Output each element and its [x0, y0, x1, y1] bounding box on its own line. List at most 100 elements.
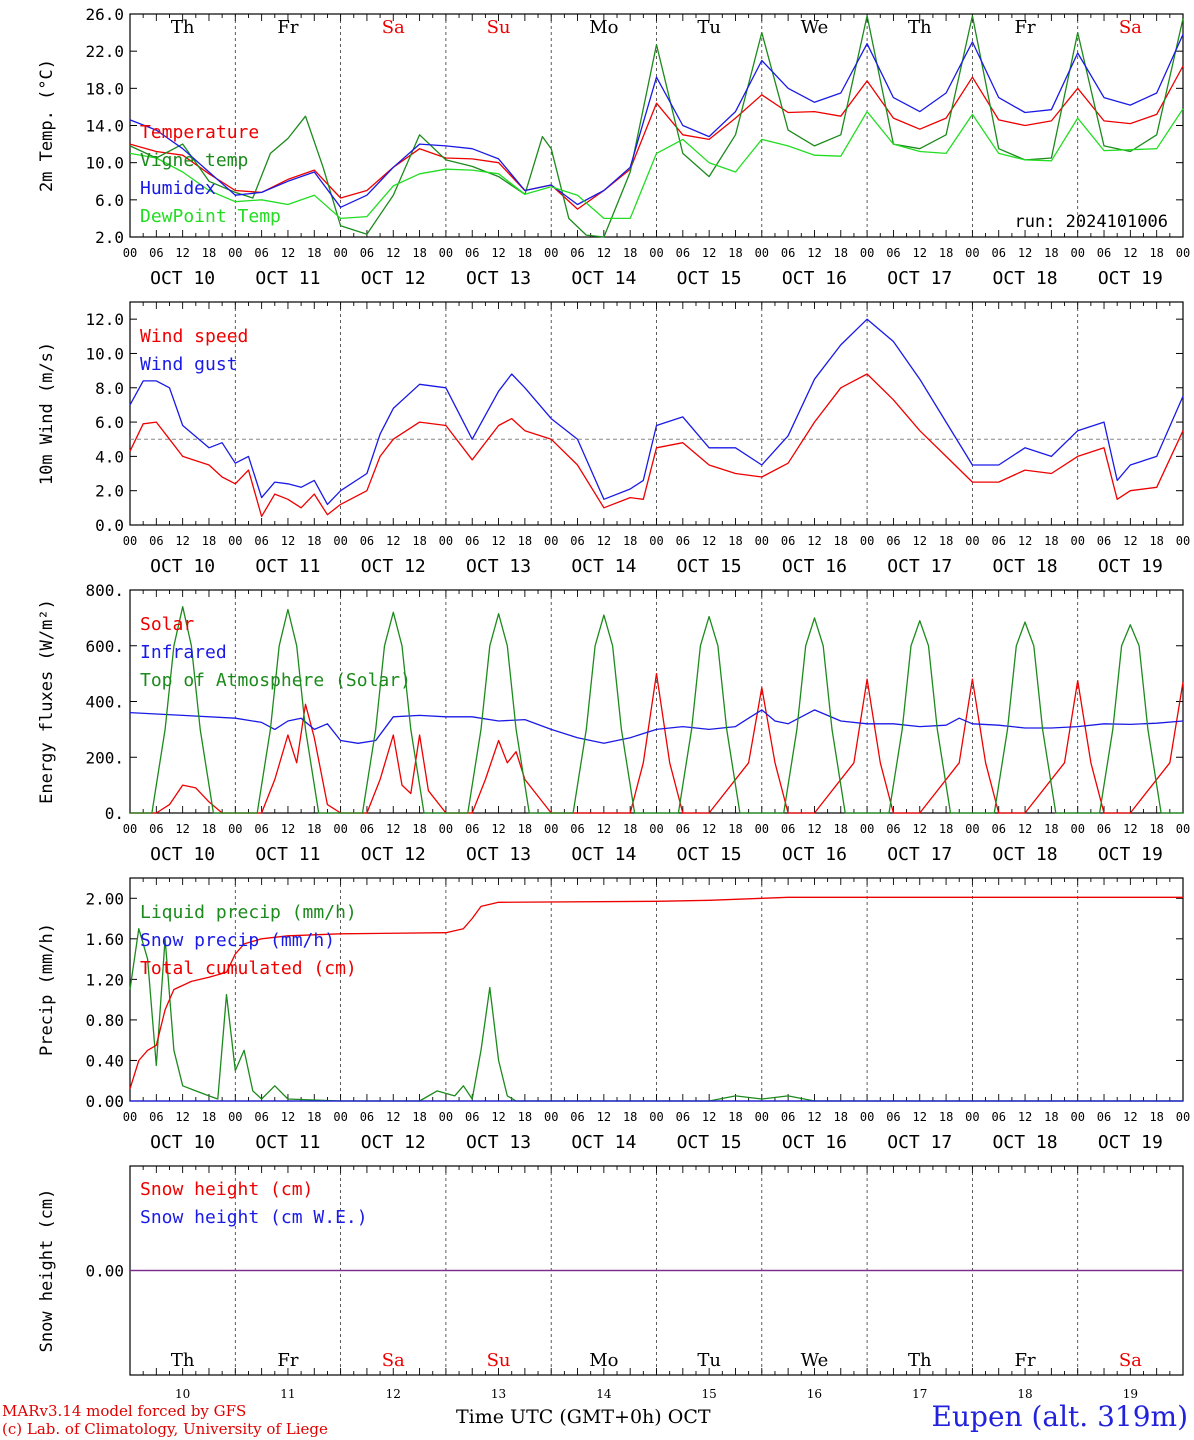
date-label: OCT 14: [571, 1132, 636, 1153]
hour-label: 00: [544, 534, 558, 548]
hour-label: 12: [597, 534, 611, 548]
legend-entry: Solar: [140, 614, 194, 635]
hour-label: 12: [175, 1110, 189, 1124]
hour-label: 12: [491, 246, 505, 260]
date-label: OCT 11: [255, 844, 320, 865]
hour-label: 18: [1044, 822, 1058, 836]
hour-label: 12: [1018, 246, 1032, 260]
y-tick-label: 0.: [105, 804, 124, 823]
day-name: Mo: [589, 1350, 618, 1371]
date-label: OCT 19: [1098, 268, 1163, 289]
hour-label: 18: [1044, 246, 1058, 260]
hour-label: 18: [1044, 534, 1058, 548]
hour-label: 06: [465, 822, 479, 836]
date-label: OCT 17: [887, 268, 952, 289]
hour-label: 18: [307, 246, 321, 260]
y-tick-label: 200.: [85, 748, 124, 767]
y-tick-label: 0.00: [85, 1262, 124, 1281]
hour-label: 06: [676, 534, 690, 548]
date-label: OCT 19: [1098, 1132, 1163, 1153]
date-label: OCT 13: [466, 1132, 531, 1153]
hour-label: 12: [491, 1110, 505, 1124]
hour-label: 00: [860, 534, 874, 548]
hour-label: 06: [465, 534, 479, 548]
y-tick-label: 1.20: [85, 970, 124, 989]
legend-entry: Wind speed: [140, 326, 248, 347]
hour-label: 06: [570, 246, 584, 260]
day-number: 17: [912, 1387, 927, 1401]
hour-label: 00: [755, 822, 769, 836]
hour-label: 06: [149, 246, 163, 260]
day-name: Fr: [1015, 17, 1036, 38]
legend-entry: Snow height (cm W.E.): [140, 1207, 368, 1228]
hour-label: 12: [175, 246, 189, 260]
hour-label: 06: [676, 1110, 690, 1124]
day-name: Su: [487, 17, 511, 38]
hour-label: 12: [1123, 246, 1137, 260]
hour-label: 00: [755, 1110, 769, 1124]
hour-label: 12: [491, 822, 505, 836]
y-tick-label: 10.0: [85, 344, 124, 363]
date-label: OCT 12: [361, 1132, 426, 1153]
hour-label: 18: [1044, 1110, 1058, 1124]
hour-label: 06: [149, 1110, 163, 1124]
hour-label: 18: [623, 534, 637, 548]
hour-label: 18: [728, 1110, 742, 1124]
day-name: Tu: [697, 17, 721, 38]
hour-label: 00: [544, 246, 558, 260]
hour-label: 12: [913, 534, 927, 548]
date-label: OCT 12: [361, 556, 426, 577]
day-name: Mo: [589, 17, 618, 38]
hour-label: 06: [1097, 1110, 1111, 1124]
day-number: 19: [1123, 1387, 1138, 1401]
hour-label: 06: [781, 822, 795, 836]
date-label: OCT 16: [782, 844, 847, 865]
date-label: OCT 18: [993, 556, 1058, 577]
hour-label: 00: [965, 822, 979, 836]
hour-label: 06: [254, 534, 268, 548]
hour-label: 12: [1018, 534, 1032, 548]
date-label: OCT 15: [677, 268, 742, 289]
hour-label: 12: [281, 822, 295, 836]
hour-label: 00: [123, 822, 137, 836]
hour-label: 18: [412, 534, 426, 548]
legend-entry: Snow height (cm): [140, 1179, 313, 1200]
date-label: OCT 13: [466, 268, 531, 289]
hour-label: 18: [202, 534, 216, 548]
hour-label: 00: [123, 1110, 137, 1124]
series-line: [130, 606, 1183, 814]
y-tick-label: 18.0: [85, 79, 124, 98]
date-label: OCT 10: [150, 268, 215, 289]
hour-label: 12: [702, 1110, 716, 1124]
hour-label: 12: [1018, 1110, 1032, 1124]
hour-label: 06: [781, 534, 795, 548]
date-label: OCT 13: [466, 556, 531, 577]
hour-label: 00: [860, 1110, 874, 1124]
hour-label: 06: [676, 822, 690, 836]
station-name: Eupen (alt. 319m): [931, 1400, 1188, 1433]
hour-label: 00: [860, 822, 874, 836]
hour-label: 12: [491, 534, 505, 548]
hour-label: 06: [149, 534, 163, 548]
hour-label: 18: [834, 534, 848, 548]
hour-label: 18: [1149, 246, 1163, 260]
date-label: OCT 18: [993, 1132, 1058, 1153]
date-label: OCT 12: [361, 844, 426, 865]
hour-label: 18: [623, 822, 637, 836]
hour-label: 00: [1070, 246, 1084, 260]
date-label: OCT 10: [150, 844, 215, 865]
y-tick-label: 6.0: [95, 413, 124, 432]
hour-label: 06: [360, 246, 374, 260]
hour-label: 00: [439, 1110, 453, 1124]
y-tick-label: 10.0: [85, 154, 124, 173]
legend-entry: Temperature: [140, 122, 259, 143]
hour-label: 06: [254, 822, 268, 836]
hour-label: 18: [202, 822, 216, 836]
hour-label: 12: [807, 822, 821, 836]
date-label: OCT 14: [571, 556, 636, 577]
series-line: [129, 34, 1184, 208]
date-label: OCT 17: [887, 1132, 952, 1153]
date-label: OCT 13: [466, 844, 531, 865]
hour-label: 00: [649, 822, 663, 836]
hour-label: 18: [307, 534, 321, 548]
